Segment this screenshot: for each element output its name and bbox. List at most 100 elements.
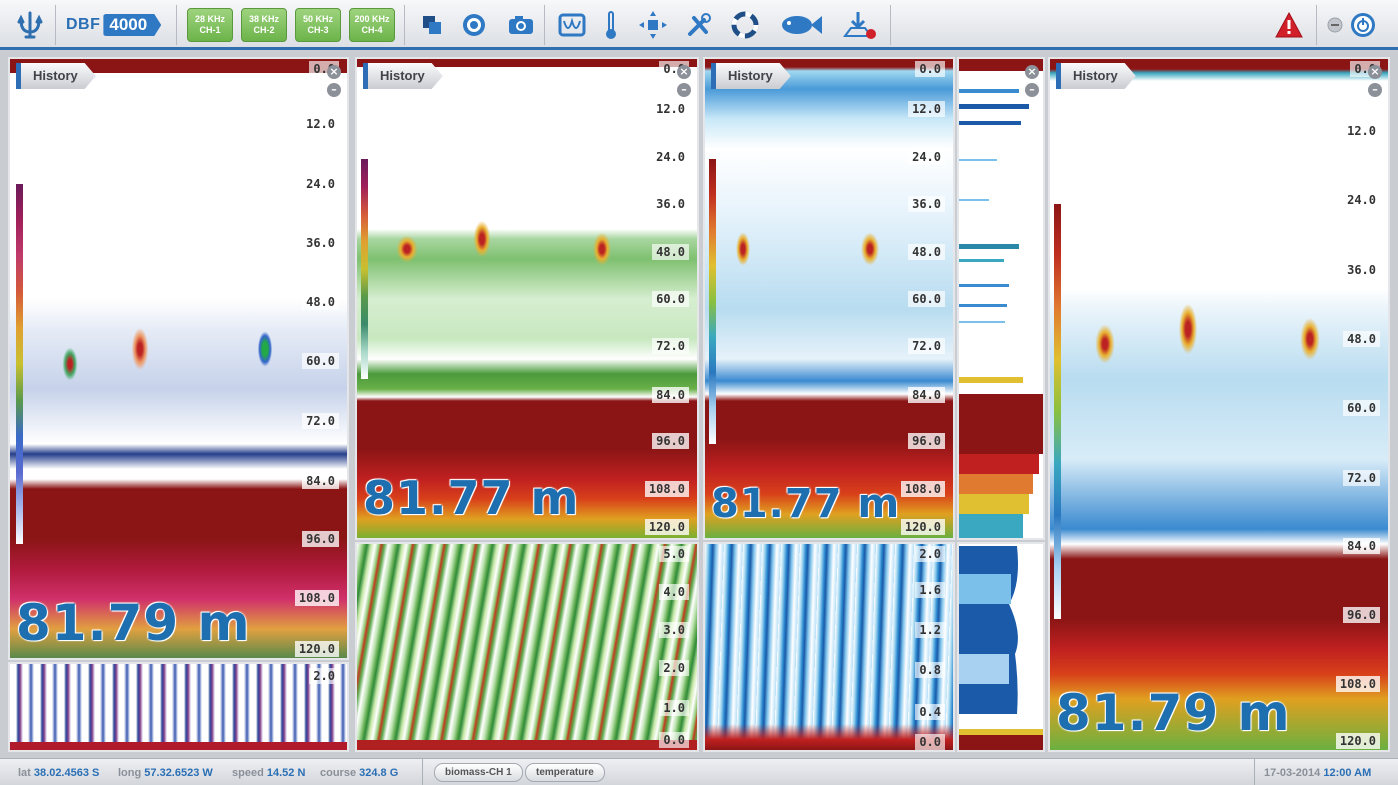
zoom-label: 2.0 [659, 660, 689, 676]
depth-label: 24.0 [302, 176, 339, 192]
echogram-panel-ch1[interactable]: History × – 0.0 12.0 24.0 36.0 48.0 60.0… [8, 57, 349, 660]
depth-label: 108.0 [900, 481, 945, 497]
close-icon[interactable]: × [327, 65, 341, 79]
minimize-icon[interactable]: – [1025, 83, 1039, 97]
zoom-panel-ch1[interactable]: 2.0 [8, 662, 349, 752]
channel-button-1[interactable]: 28 KHz CH-1 [187, 6, 233, 44]
ascope-zoom-echogram [959, 544, 1043, 750]
channel-label: CH-1 [199, 25, 221, 35]
logo-badge: 4000 [103, 14, 162, 36]
course-readout: course 324.8 G [320, 767, 399, 779]
zoom-label: 5.0 [659, 546, 689, 562]
channel-label: CH-4 [361, 25, 383, 35]
color-scale [16, 184, 23, 544]
depth-label: 84.0 [1343, 538, 1380, 554]
depth-label: 24.0 [908, 149, 945, 165]
depth-label: 72.0 [908, 338, 945, 354]
depth-label: 48.0 [302, 294, 339, 310]
depth-label: 24.0 [1343, 192, 1380, 208]
color-scale [361, 159, 368, 379]
ascope-zoom-panel[interactable] [957, 542, 1045, 752]
depth-label: 84.0 [652, 387, 689, 403]
depth-label: 96.0 [908, 433, 945, 449]
minimize-icon[interactable] [1325, 6, 1345, 44]
depth-label: 96.0 [1343, 607, 1380, 623]
depth-label: 96.0 [652, 433, 689, 449]
echogram-ch4[interactable] [1050, 59, 1388, 750]
echogram-panel-ch2[interactable]: History × – 0.0 12.0 24.0 36.0 48.0 60.0… [355, 57, 699, 540]
channel-button-4[interactable]: 200 KHz CH-4 [349, 6, 395, 44]
minimize-icon[interactable]: – [677, 83, 691, 97]
layers-icon[interactable] [418, 6, 446, 44]
channel-button-3[interactable]: 50 KHz CH-3 [295, 6, 341, 44]
channel-freq: 200 KHz [354, 14, 390, 24]
channel-freq: 28 KHz [194, 14, 225, 24]
zoom-label: 0.8 [915, 662, 945, 678]
scope-icon[interactable] [556, 6, 588, 44]
status-bar: lat 38.02.4563 S long 57.32.6523 W speed… [0, 758, 1398, 785]
depth-label: 36.0 [302, 235, 339, 251]
depth-label: 120.0 [1335, 733, 1380, 749]
depth-label: 72.0 [1343, 470, 1380, 486]
thermometer-icon[interactable] [600, 6, 622, 44]
depth-label: 0.0 [915, 61, 945, 77]
channel-button-2[interactable]: 38 KHz CH-2 [241, 6, 287, 44]
tab-temperature[interactable]: temperature [525, 763, 605, 782]
zoom-panel-ch3[interactable]: 2.0 1.6 1.2 0.8 0.4 0.0 [703, 542, 955, 752]
minimize-icon[interactable]: – [1368, 83, 1382, 97]
camera-icon[interactable] [505, 6, 537, 44]
zoom-label: 2.0 [915, 546, 945, 562]
depth-label: 12.0 [908, 101, 945, 117]
depth-label: 36.0 [652, 196, 689, 212]
bottom-depth-readout: 81.79 m [16, 594, 251, 652]
long-readout: long 57.32.6523 W [118, 767, 213, 779]
echogram-panel-ch3[interactable]: History 0.0 12.0 24.0 36.0 48.0 60.0 72.… [703, 57, 955, 540]
history-tab[interactable]: History [1056, 63, 1136, 89]
zoom-echogram-ch2 [357, 544, 697, 750]
history-tab[interactable]: History [363, 63, 443, 89]
tab-biomass-ch1[interactable]: biomass-CH 1 [434, 763, 523, 782]
channel-freq: 50 KHz [302, 14, 333, 24]
logo-text: DBF [66, 16, 101, 33]
download-icon[interactable] [840, 6, 880, 44]
lifebuoy-icon[interactable] [730, 6, 760, 44]
anchor-icon[interactable] [14, 6, 46, 44]
depth-label: 84.0 [302, 473, 339, 489]
depth-label: 120.0 [294, 641, 339, 657]
depth-label: 48.0 [652, 244, 689, 260]
depth-label: 72.0 [302, 413, 339, 429]
depth-label: 12.0 [652, 101, 689, 117]
fish-icon[interactable] [778, 6, 824, 44]
zoom-label: 2.0 [309, 668, 339, 684]
depth-label: 60.0 [908, 291, 945, 307]
close-icon[interactable]: × [677, 65, 691, 79]
zoom-label: 1.2 [915, 622, 945, 638]
target-icon[interactable] [460, 6, 488, 44]
close-icon[interactable]: × [1368, 65, 1382, 79]
depth-label: 96.0 [302, 531, 339, 547]
echogram-ch1[interactable] [10, 59, 347, 658]
echogram-panel-ch4[interactable]: History × – 0.0 12.0 24.0 36.0 48.0 60.0… [1048, 57, 1390, 752]
minimize-icon[interactable]: – [327, 83, 341, 97]
tools-icon[interactable] [684, 6, 714, 44]
depth-label: 108.0 [1335, 676, 1380, 692]
warning-icon[interactable] [1272, 6, 1306, 44]
channel-label: CH-2 [253, 25, 275, 35]
datetime-readout: 17-03-2014 12:00 AM [1264, 767, 1372, 779]
zoom-label: 4.0 [659, 584, 689, 600]
power-icon[interactable] [1349, 6, 1377, 44]
depth-label: 60.0 [652, 291, 689, 307]
close-icon[interactable]: × [1025, 65, 1039, 79]
zoom-echogram-ch1 [10, 664, 347, 750]
depth-label: 72.0 [652, 338, 689, 354]
echogram-ch2[interactable] [357, 59, 697, 538]
move-icon[interactable] [637, 6, 669, 44]
history-tab[interactable]: History [711, 63, 791, 89]
zoom-label: 1.0 [659, 700, 689, 716]
depth-label: 84.0 [908, 387, 945, 403]
zoom-panel-ch2[interactable]: 5.0 4.0 3.0 2.0 1.0 0.0 [355, 542, 699, 752]
history-tab[interactable]: History [16, 63, 96, 89]
depth-label: 48.0 [908, 244, 945, 260]
ascope-panel[interactable]: × – [957, 57, 1045, 540]
